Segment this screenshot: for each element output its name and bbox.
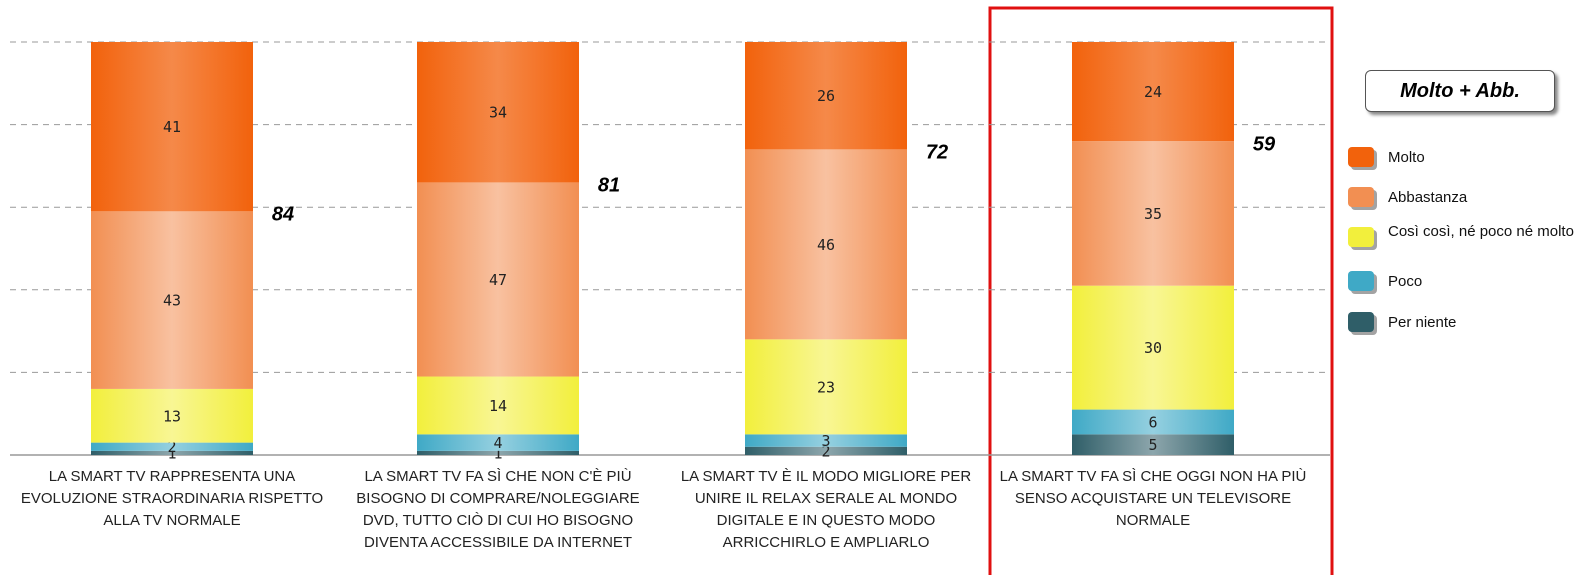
legend-label: Abbastanza xyxy=(1388,189,1468,206)
bar-segment xyxy=(745,339,907,435)
bar-segment xyxy=(745,42,907,150)
x-tick-label: LA SMART TV FA SÌ CHE OGGI NON HA PIÙ SE… xyxy=(999,468,1307,529)
data-label: 41 xyxy=(163,118,181,136)
bar-segment xyxy=(417,376,579,435)
data-label: 26 xyxy=(817,87,835,105)
data-label: 23 xyxy=(817,378,835,396)
bar-segment xyxy=(91,42,253,212)
bar-segment xyxy=(1072,42,1234,142)
data-label: 3 xyxy=(821,432,830,450)
legend-label: Molto xyxy=(1388,149,1425,166)
legend-label: Così così, né poco né molto xyxy=(1388,223,1574,240)
data-label: 30 xyxy=(1144,339,1162,357)
legend-swatch xyxy=(1348,312,1374,332)
data-label: 47 xyxy=(489,271,507,289)
data-label: 1 xyxy=(167,444,176,462)
bar-segment xyxy=(1072,141,1234,286)
bar-segment xyxy=(91,211,253,389)
bar-segment xyxy=(745,446,907,455)
data-label: 2 xyxy=(821,442,830,460)
legend-swatch xyxy=(1348,187,1374,207)
legend-swatch xyxy=(1348,227,1374,247)
data-label: 1 xyxy=(493,444,502,462)
legend-swatch xyxy=(1348,147,1374,167)
bar-segment xyxy=(91,388,253,443)
bar-segment xyxy=(417,42,579,183)
data-label: 4 xyxy=(493,434,502,452)
bar-segment xyxy=(91,442,253,451)
legend-label: Poco xyxy=(1388,273,1423,290)
bar-segment xyxy=(745,149,907,340)
legend-label: Per niente xyxy=(1388,314,1457,331)
total-label: 72 xyxy=(926,142,948,164)
bar-segment xyxy=(417,450,579,455)
bar-segment xyxy=(91,450,253,455)
data-label: 6 xyxy=(1148,413,1157,431)
data-label: 13 xyxy=(163,407,181,425)
x-tick-label: LA SMART TV RAPPRESENTA UNA EVOLUZIONE S… xyxy=(20,468,324,529)
data-label: 2 xyxy=(167,438,176,456)
data-label: 35 xyxy=(1144,205,1162,223)
x-tick-label: LA SMART TV FA SÌ CHE NON C'È PIÙ BISOGN… xyxy=(356,468,640,551)
x-tick-label: LA SMART TV È IL MODO MIGLIORE PER UNIRE… xyxy=(680,468,972,551)
legend-swatch xyxy=(1348,271,1374,291)
bar-segment xyxy=(745,434,907,447)
legend-title: Molto + Abb. xyxy=(1365,70,1555,112)
data-label: 5 xyxy=(1148,436,1157,454)
total-label: 84 xyxy=(272,204,294,226)
total-label: 81 xyxy=(598,175,620,197)
bar-segment xyxy=(1072,409,1234,435)
bar-segment xyxy=(1072,434,1234,455)
total-label: 59 xyxy=(1253,133,1276,155)
data-label: 43 xyxy=(163,292,181,310)
data-label: 14 xyxy=(489,397,507,415)
highlight-box xyxy=(988,6,1334,575)
bar-segment xyxy=(417,182,579,377)
data-label: 46 xyxy=(817,236,835,254)
data-label: 34 xyxy=(489,104,507,122)
bar-segment xyxy=(1072,285,1234,410)
data-label: 24 xyxy=(1144,83,1162,101)
bar-segment xyxy=(417,434,579,451)
